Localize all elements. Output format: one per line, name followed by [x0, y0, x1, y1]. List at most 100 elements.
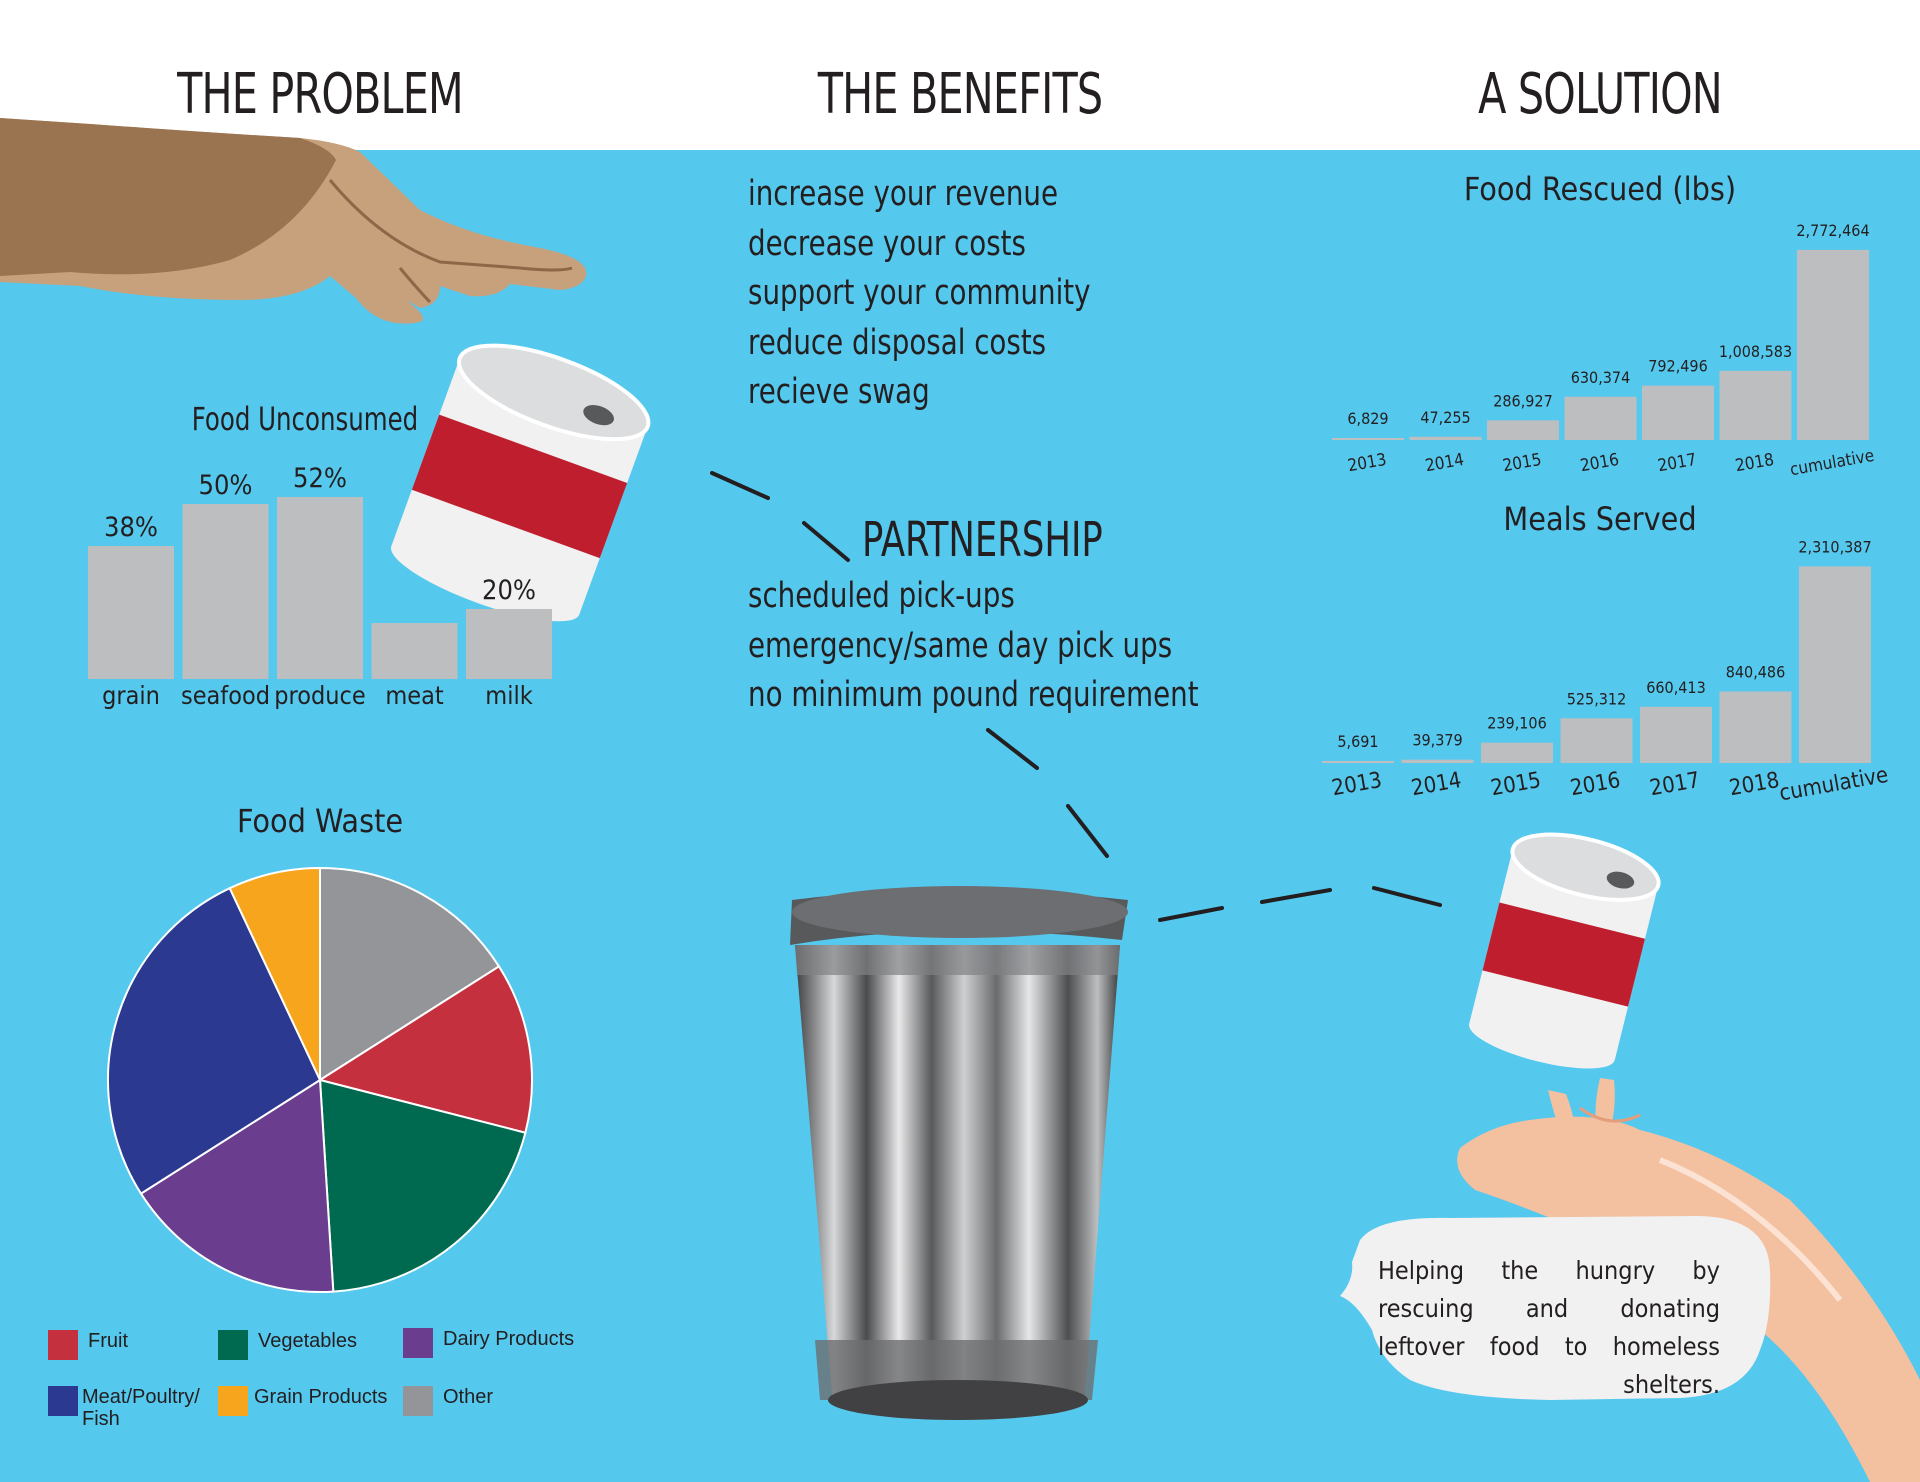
pie-slice [318, 1078, 527, 1293]
dashed-trajectory [710, 471, 1442, 922]
catching-hand-icon [1457, 1078, 1920, 1482]
bar-milk [466, 609, 552, 679]
benefit-item: reduce disposal costs [748, 322, 1047, 363]
bar-cumulative [1797, 249, 1869, 440]
legend-swatch [48, 1330, 78, 1360]
legend-swatch [218, 1330, 248, 1360]
data-label: 840,486 [1726, 662, 1786, 681]
dropping-hand-icon [0, 118, 587, 324]
tick-label: 2015 [1489, 768, 1543, 801]
trash-can-icon [790, 886, 1128, 1420]
caught-can-icon [1469, 832, 1661, 1069]
tick-label: 2017 [1656, 450, 1698, 476]
chart-title: Meals Served [1503, 500, 1696, 538]
header-problem: THE PROBLEM [177, 62, 464, 127]
chart-title: Food Waste [237, 802, 403, 840]
data-label: 47,255 [1420, 408, 1470, 427]
data-label: 525,312 [1567, 689, 1627, 708]
legend-label: Fruit [88, 1330, 128, 1352]
data-label: 239,106 [1487, 714, 1547, 733]
benefit-item: recieve swag [748, 372, 930, 412]
legend-item: Vegetables [218, 1330, 357, 1360]
legend-swatch [48, 1386, 78, 1416]
data-label: 1,008,583 [1719, 342, 1792, 361]
bar-2015 [1481, 742, 1553, 763]
header-solution: A SOLUTION [1478, 62, 1723, 127]
bar-2014 [1401, 759, 1474, 763]
bar-2013 [1322, 761, 1394, 763]
data-label: 286,927 [1493, 391, 1553, 410]
tick-label: 2014 [1424, 450, 1466, 476]
bar-meat [371, 623, 458, 679]
partnership-item: scheduled pick-ups [748, 576, 1015, 616]
chart-title: Food Unconsumed [192, 401, 418, 439]
data-label: 20% [482, 575, 536, 606]
food-waste-legend: Fruit Vegetables Dairy Products Meat/Pou… [48, 1328, 608, 1440]
legend-item: Grain Products [218, 1386, 387, 1416]
data-label: 5,691 [1337, 732, 1378, 751]
tick-label: cumulative [1778, 763, 1891, 807]
pie-slice [228, 866, 321, 1081]
bar-grain [88, 546, 174, 679]
bar-2017 [1640, 706, 1712, 763]
partnership-item: no minimum pound requirement [748, 675, 1199, 715]
tick-label: grain [102, 681, 160, 710]
data-label: 52% [293, 463, 347, 494]
legend-label: Dairy Products [443, 1328, 575, 1350]
partnership-item: emergency/same day pick ups [748, 625, 1173, 666]
bar-seafood [182, 504, 269, 679]
tick-label: seafood [181, 681, 270, 710]
tick-label: 2018 [1727, 768, 1781, 801]
bar-2018 [1719, 691, 1792, 763]
data-label: 38% [104, 512, 158, 543]
bar-cumulative [1799, 566, 1871, 763]
pie-slice [317, 965, 533, 1134]
legend-swatch [403, 1328, 433, 1358]
legend-item: Other [403, 1386, 493, 1416]
tick-label: 2016 [1579, 450, 1621, 476]
bar-2016 [1560, 718, 1633, 763]
speech-bubble-shape [1340, 1216, 1771, 1400]
tick-label: cumulative [1789, 446, 1876, 480]
legend-swatch [403, 1386, 433, 1416]
data-label: 39,379 [1412, 731, 1462, 750]
tick-label: 2015 [1501, 450, 1543, 476]
pie-slice [139, 1078, 335, 1293]
data-label: 50% [199, 470, 253, 501]
bar-2014 [1409, 436, 1482, 440]
bar-2017 [1642, 385, 1714, 440]
tick-label: produce [274, 681, 365, 710]
pie-slice [319, 866, 501, 1082]
tick-label: 2013 [1346, 450, 1388, 476]
bar-2013 [1332, 438, 1404, 440]
falling-can-icon [390, 343, 651, 622]
bar-2018 [1719, 370, 1792, 440]
legend-swatch [218, 1386, 248, 1416]
benefit-item: support your community [748, 273, 1091, 313]
tick-label: 2017 [1648, 768, 1702, 801]
bar-2015 [1487, 420, 1559, 440]
data-label: 2,310,387 [1798, 537, 1871, 556]
benefit-item: increase your revenue [748, 174, 1059, 214]
tick-label: 2018 [1734, 450, 1776, 476]
data-label: 6,829 [1347, 409, 1388, 428]
data-label: 2,772,464 [1796, 221, 1869, 240]
bar-produce [277, 497, 363, 679]
legend-label: Meat/Poultry/ Fish [82, 1386, 200, 1430]
legend-label: Grain Products [254, 1386, 388, 1408]
benefits-list: increase your revenue decrease your cost… [748, 170, 1137, 418]
data-label: 630,374 [1571, 368, 1631, 387]
partnership-list: scheduled pick-ups emergency/same day pi… [748, 572, 1260, 721]
tick-label: 2016 [1568, 768, 1622, 801]
legend-item: Fruit [48, 1330, 128, 1360]
data-label: 660,413 [1646, 678, 1706, 697]
bar-2016 [1564, 396, 1637, 440]
header-benefits: THE BENEFITS [817, 62, 1103, 127]
tick-label: 2014 [1409, 768, 1463, 801]
speech-bubble-text: Helping the hungry by rescuing and donat… [1378, 1256, 1720, 1399]
pie-slice [106, 886, 322, 1195]
partnership-title: PARTNERSHIP [862, 512, 1103, 568]
